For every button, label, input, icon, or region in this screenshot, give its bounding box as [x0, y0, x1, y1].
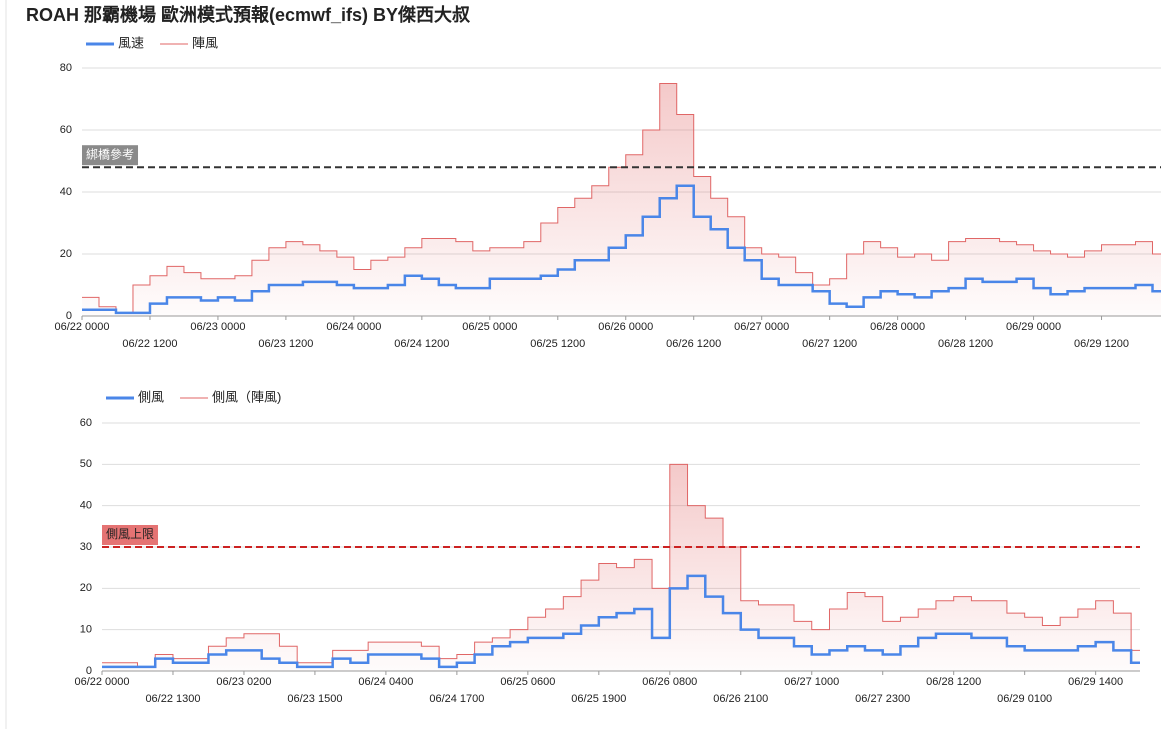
y-tick-label: 40	[80, 500, 92, 512]
x-tick-label: 06/22 0000	[54, 321, 109, 333]
x-tick-label: 06/29 0000	[1006, 321, 1061, 333]
y-tick-label: 80	[60, 62, 72, 74]
reference-label-bg	[82, 145, 139, 166]
x-tick-label: 06/29 1200	[1074, 338, 1129, 350]
line	[82, 83, 1161, 314]
x-tick-label: 06/23 1500	[287, 693, 342, 705]
legend-label: 風速	[118, 35, 144, 50]
x-tick-label: 06/22 1200	[122, 338, 177, 350]
x-tick-label: 06/22 0000	[74, 676, 129, 688]
x-tick-label: 06/24 0000	[326, 321, 381, 333]
y-tick-label: 20	[60, 248, 72, 260]
x-tick-label: 06/27 1000	[784, 676, 839, 688]
x-tick-label: 06/25 1900	[571, 693, 626, 705]
x-tick-label: 06/28 0000	[870, 321, 925, 333]
x-tick-label: 06/24 0400	[358, 676, 413, 688]
x-tick-label: 06/23 0000	[190, 321, 245, 333]
x-tick-label: 06/24 1200	[394, 338, 449, 350]
legend-label: 側風	[138, 389, 164, 404]
x-tick-label: 06/27 2300	[855, 693, 910, 705]
x-tick-label: 06/25 0000	[462, 321, 517, 333]
line	[82, 184, 1161, 315]
y-tick-label: 40	[60, 186, 72, 198]
x-tick-label: 06/28 1200	[938, 338, 993, 350]
x-tick-label: 06/25 0600	[500, 676, 555, 688]
area	[82, 83, 1161, 316]
x-tick-label: 06/27 0000	[734, 321, 789, 333]
y-tick-label: 50	[80, 458, 92, 470]
x-tick-label: 06/29 0100	[997, 693, 1052, 705]
y-tick-label: 60	[60, 124, 72, 136]
line	[102, 463, 1140, 668]
x-tick-label: 06/26 1200	[666, 338, 721, 350]
x-tick-label: 06/23 1200	[258, 338, 313, 350]
reference-label: 側風上限	[106, 527, 154, 541]
y-tick-label: 10	[80, 624, 92, 636]
x-tick-label: 06/25 1200	[530, 338, 585, 350]
x-tick-label: 06/29 1400	[1068, 676, 1123, 688]
y-tick-label: 0	[66, 310, 72, 322]
y-tick-label: 0	[86, 665, 92, 677]
x-tick-label: 06/24 1700	[429, 693, 484, 705]
y-tick-label: 60	[80, 417, 92, 429]
y-tick-label: 20	[80, 582, 92, 594]
y-tick-label: 30	[80, 541, 92, 553]
x-tick-label: 06/26 0800	[642, 676, 697, 688]
x-tick-label: 06/27 1200	[802, 338, 857, 350]
x-tick-label: 06/26 0000	[598, 321, 653, 333]
reference-label-bg	[102, 525, 159, 545]
legend-label: 側風（陣風)	[212, 389, 281, 404]
line	[102, 574, 1140, 669]
x-tick-label: 06/22 1300	[145, 693, 200, 705]
x-tick-label: 06/28 1200	[926, 676, 981, 688]
reference-label: 綁橋參考	[86, 146, 134, 161]
x-tick-label: 06/23 0200	[216, 676, 271, 688]
legend-label: 陣風	[192, 35, 218, 50]
title: ROAH 那霸機場 歐洲模式預報(ecmwf_ifs) BY傑西大叔	[26, 4, 471, 25]
x-tick-label: 06/26 2100	[713, 693, 768, 705]
